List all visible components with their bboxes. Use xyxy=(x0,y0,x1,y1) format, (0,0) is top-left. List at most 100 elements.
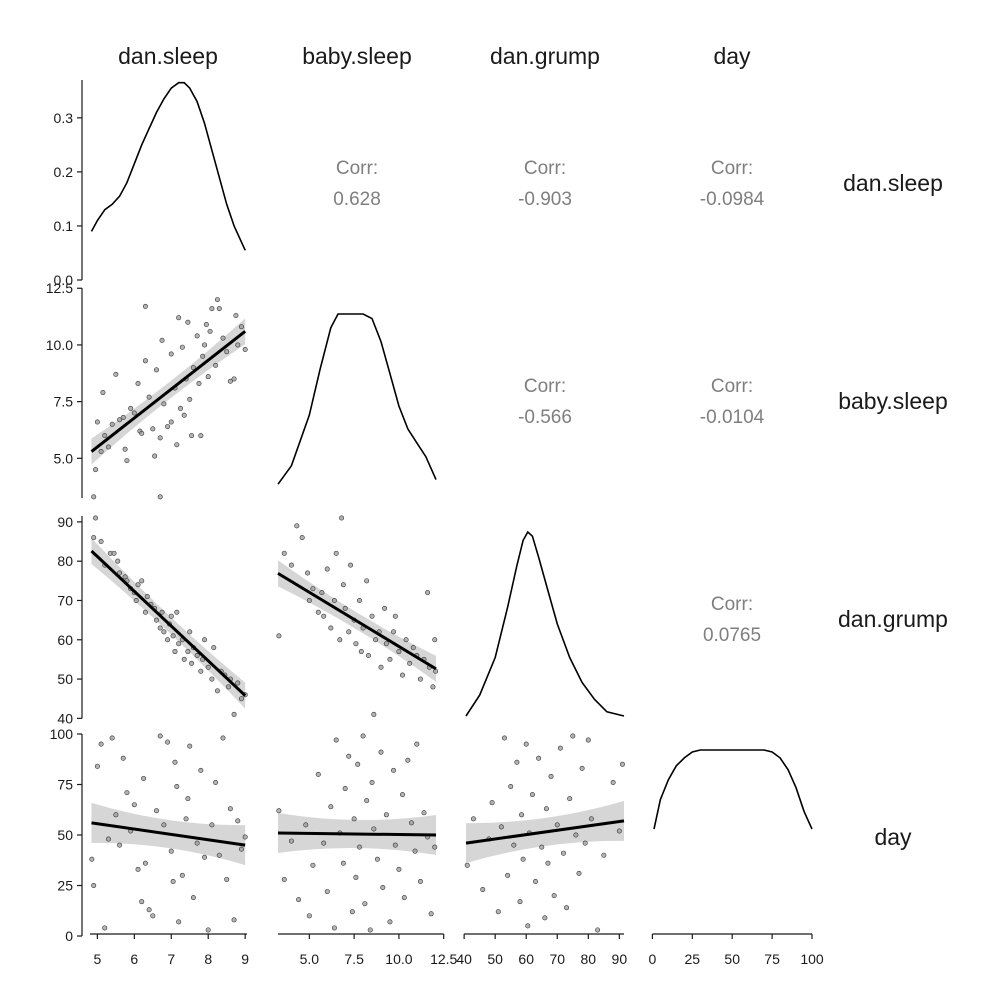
scatter-point xyxy=(209,822,215,828)
scatter-point xyxy=(105,836,111,842)
scatter-point xyxy=(102,925,108,931)
scatter-point xyxy=(346,629,352,635)
x-tick-label: 6 xyxy=(130,951,138,967)
scatter-point xyxy=(519,812,525,818)
x-tick-label: 90 xyxy=(612,951,628,967)
scatter-point xyxy=(371,826,377,832)
x-tick-label: 5.0 xyxy=(300,951,320,967)
scatter-point xyxy=(319,590,325,596)
scatter-point xyxy=(333,737,339,743)
x-tick-label: 10.0 xyxy=(385,951,412,967)
x-tick-label: 8 xyxy=(204,951,212,967)
scatter-point xyxy=(227,378,233,384)
scatter-point xyxy=(281,876,287,882)
scatter-point xyxy=(200,353,206,359)
scatter-point xyxy=(109,421,115,427)
corr-panel-baby-sleep-dan-grump: Corr: -0.566 xyxy=(518,376,572,428)
row-label-dan-grump: dan.grump xyxy=(838,606,948,632)
scatter-point xyxy=(579,765,585,771)
scatter-point xyxy=(545,860,551,866)
scatter-point xyxy=(209,676,215,682)
scatter-point xyxy=(294,523,300,529)
scatter-point xyxy=(360,733,366,739)
y-tick-label: 7.5 xyxy=(54,394,74,410)
scatter-point xyxy=(508,784,514,790)
scatter-point xyxy=(306,597,312,603)
scatter-point xyxy=(324,566,330,572)
row-label-day: day xyxy=(874,824,912,850)
scatter-point xyxy=(616,828,622,834)
regression-line xyxy=(277,572,437,671)
scatter-point xyxy=(170,878,176,884)
scatter-point xyxy=(401,895,407,901)
scatter-point xyxy=(305,570,311,576)
scatter-point xyxy=(601,852,607,858)
scatter-point xyxy=(412,848,418,854)
scatter-point xyxy=(331,925,337,931)
scatter-point xyxy=(174,442,180,448)
scatter-point xyxy=(514,759,520,765)
scatter-point xyxy=(165,424,171,430)
scatter-point xyxy=(174,609,180,615)
scatter-point xyxy=(348,562,354,568)
x-tick-label: 100 xyxy=(800,951,824,967)
scatter-point xyxy=(146,907,152,913)
corr-value: -0.566 xyxy=(518,407,572,428)
scatter-point xyxy=(417,878,423,884)
scatter-point xyxy=(315,609,321,615)
scatter-point xyxy=(176,315,182,321)
scatter-point xyxy=(98,449,104,455)
scatter-point xyxy=(324,889,330,895)
x-tick-label: 0 xyxy=(649,951,657,967)
scatter-point xyxy=(364,798,370,804)
scatter-point xyxy=(235,680,241,686)
scatter-point xyxy=(321,613,327,619)
y-tick-label: 0 xyxy=(65,928,73,944)
scatter-point xyxy=(207,328,213,334)
y-tick-label: 60 xyxy=(57,632,73,648)
corr-label: Corr: xyxy=(711,594,753,615)
scatter-point xyxy=(142,860,148,866)
scatter-point xyxy=(202,342,208,348)
scatter-point xyxy=(139,899,145,905)
scatter-point xyxy=(157,494,163,500)
scatter-point xyxy=(342,605,348,611)
scatter-point xyxy=(560,850,566,856)
scatter-point xyxy=(91,494,97,500)
scatter-point xyxy=(98,539,104,545)
corr-label: Corr: xyxy=(524,376,566,397)
scatter-point xyxy=(539,844,545,850)
corr-value: 0.0765 xyxy=(703,625,761,646)
corr-label: Corr: xyxy=(711,158,753,179)
scatter-point xyxy=(150,426,156,432)
scatter-point xyxy=(159,609,165,615)
scatter-point xyxy=(231,917,237,923)
scatter-point xyxy=(288,838,294,844)
corr-label: Corr: xyxy=(711,376,753,397)
scatter-point xyxy=(157,625,163,631)
scatter-point xyxy=(392,842,398,848)
scatter-point xyxy=(135,866,141,872)
scatter-point xyxy=(391,767,397,773)
scatter-point xyxy=(131,802,137,808)
scatter-point xyxy=(224,876,230,882)
scatter-point xyxy=(128,405,134,411)
scatter-point xyxy=(235,818,241,824)
scatter-point xyxy=(342,786,348,792)
density-curve-baby-sleep xyxy=(277,313,437,485)
scatter-point xyxy=(168,351,174,357)
y-tick-label: 0.2 xyxy=(54,164,74,180)
scatter-point xyxy=(161,822,167,828)
regression-line xyxy=(90,549,247,697)
scatter-point xyxy=(353,641,359,647)
scatter-point xyxy=(238,696,244,702)
scatter-point xyxy=(576,870,582,876)
scatter-point xyxy=(152,453,158,459)
scatter-point xyxy=(161,629,167,635)
regression-line xyxy=(90,330,247,453)
scatter-point xyxy=(464,862,470,868)
scatter-point xyxy=(172,649,178,655)
scatter-point xyxy=(400,792,406,798)
scatter-point xyxy=(374,856,380,862)
